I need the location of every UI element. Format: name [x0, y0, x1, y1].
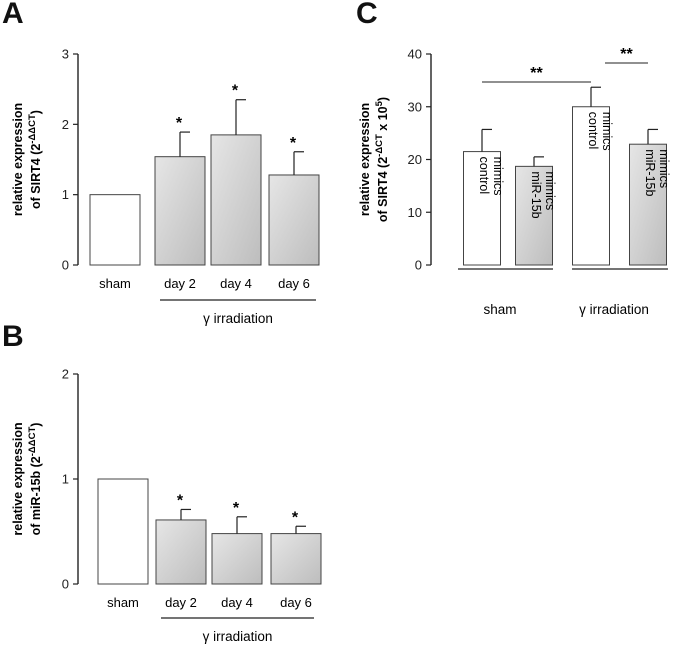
bar-inner-label: miR-15bmimics	[643, 149, 671, 196]
category-label: day 6	[280, 595, 312, 610]
y-tick-label: 40	[408, 47, 422, 62]
bar-inner-label-line: control	[477, 157, 491, 195]
panel-letter-a: A	[2, 0, 24, 30]
group-label: γ irradiation	[203, 311, 273, 326]
y-tick-label: 0	[62, 577, 69, 592]
significance-marker: *	[176, 115, 183, 132]
bar-2	[155, 519, 207, 585]
category-label: day 4	[220, 276, 252, 291]
panel-letter-c: C	[356, 0, 378, 30]
category-label: day 2	[164, 276, 196, 291]
bar-1	[97, 478, 149, 585]
significance-marker: *	[233, 500, 240, 517]
y-tick-label: 2	[62, 117, 69, 132]
y-axis-label-line1: relative expression	[11, 422, 25, 535]
y-tick-label: 3	[62, 47, 69, 62]
bar-4	[268, 174, 320, 266]
y-label-superscript: -ΔCT	[374, 134, 385, 157]
bar-inner-label-line: miR-15b	[529, 171, 543, 218]
y-label-main: of SIRT4 (2	[376, 157, 390, 222]
category-label: day 6	[278, 276, 310, 291]
bar-2	[515, 165, 553, 266]
bar-inner-label-line: mimics	[657, 149, 671, 188]
significance-bracket-label: **	[530, 65, 543, 82]
y-label-superscript: -ΔΔCT	[27, 114, 38, 144]
y-label-main: of miR-15b (2	[29, 456, 43, 535]
bar-inner-label: controlmimics	[586, 112, 614, 151]
y-axis-label-line1: relative expression	[11, 103, 25, 216]
category-label: day 2	[165, 595, 197, 610]
y-tick-label: 2	[62, 367, 69, 382]
y-label-end: )	[29, 423, 43, 427]
bar-3	[210, 134, 262, 266]
bar-inner-label-line: mimics	[543, 171, 557, 210]
significance-bracket-label: **	[620, 46, 633, 63]
bar-3	[211, 533, 263, 585]
bar-inner-label: miR-15bmimics	[529, 171, 557, 218]
y-axis-label-line1: relative expression	[358, 103, 372, 216]
y-label-end: )	[376, 97, 390, 101]
bar-2	[154, 156, 206, 266]
y-axis-label-line2: of SIRT4 (2-ΔCT x 105)	[374, 97, 390, 222]
y-tick-label: 0	[62, 258, 69, 273]
y-axis-label-line2: of miR-15b (2-ΔΔCT)	[27, 423, 43, 536]
y-label-superscript: -ΔΔCT	[27, 427, 38, 457]
category-label: day 4	[221, 595, 253, 610]
y-tick-label: 30	[408, 99, 422, 114]
category-label: sham	[99, 276, 131, 291]
bar-1	[89, 194, 141, 266]
y-tick-label: 1	[62, 187, 69, 202]
bar-4	[270, 533, 322, 585]
group-label: sham	[483, 302, 516, 317]
y-label-main: of SIRT4 (2	[29, 144, 43, 209]
significance-marker: *	[232, 83, 239, 100]
y-tick-label: 10	[408, 205, 422, 220]
y-tick-label: 0	[415, 258, 422, 273]
bar-3	[572, 106, 610, 266]
bar-4	[629, 143, 667, 266]
y-tick-label: 20	[408, 152, 422, 167]
significance-marker: *	[177, 492, 184, 509]
group-label: γ irradiation	[579, 302, 649, 317]
y-axis-label-line2: of SIRT4 (2-ΔΔCT)	[27, 110, 43, 209]
y-label-superscript-2: 5	[374, 100, 385, 106]
y-label-end: )	[29, 110, 43, 114]
group-label: γ irradiation	[203, 629, 273, 644]
bar-inner-label: controlmimics	[477, 157, 505, 196]
y-label-mid: x 10	[376, 106, 390, 134]
y-tick-label: 1	[62, 472, 69, 487]
significance-marker: *	[292, 509, 299, 526]
bar-inner-label-line: miR-15b	[643, 149, 657, 196]
bar-inner-label-line: control	[586, 112, 600, 150]
significance-marker: *	[290, 135, 297, 152]
bar-inner-label-line: mimics	[491, 157, 505, 196]
bar-inner-label-line: mimics	[600, 112, 614, 151]
panel-letter-b: B	[2, 320, 24, 353]
category-label: sham	[107, 595, 139, 610]
bar-1	[463, 151, 501, 266]
